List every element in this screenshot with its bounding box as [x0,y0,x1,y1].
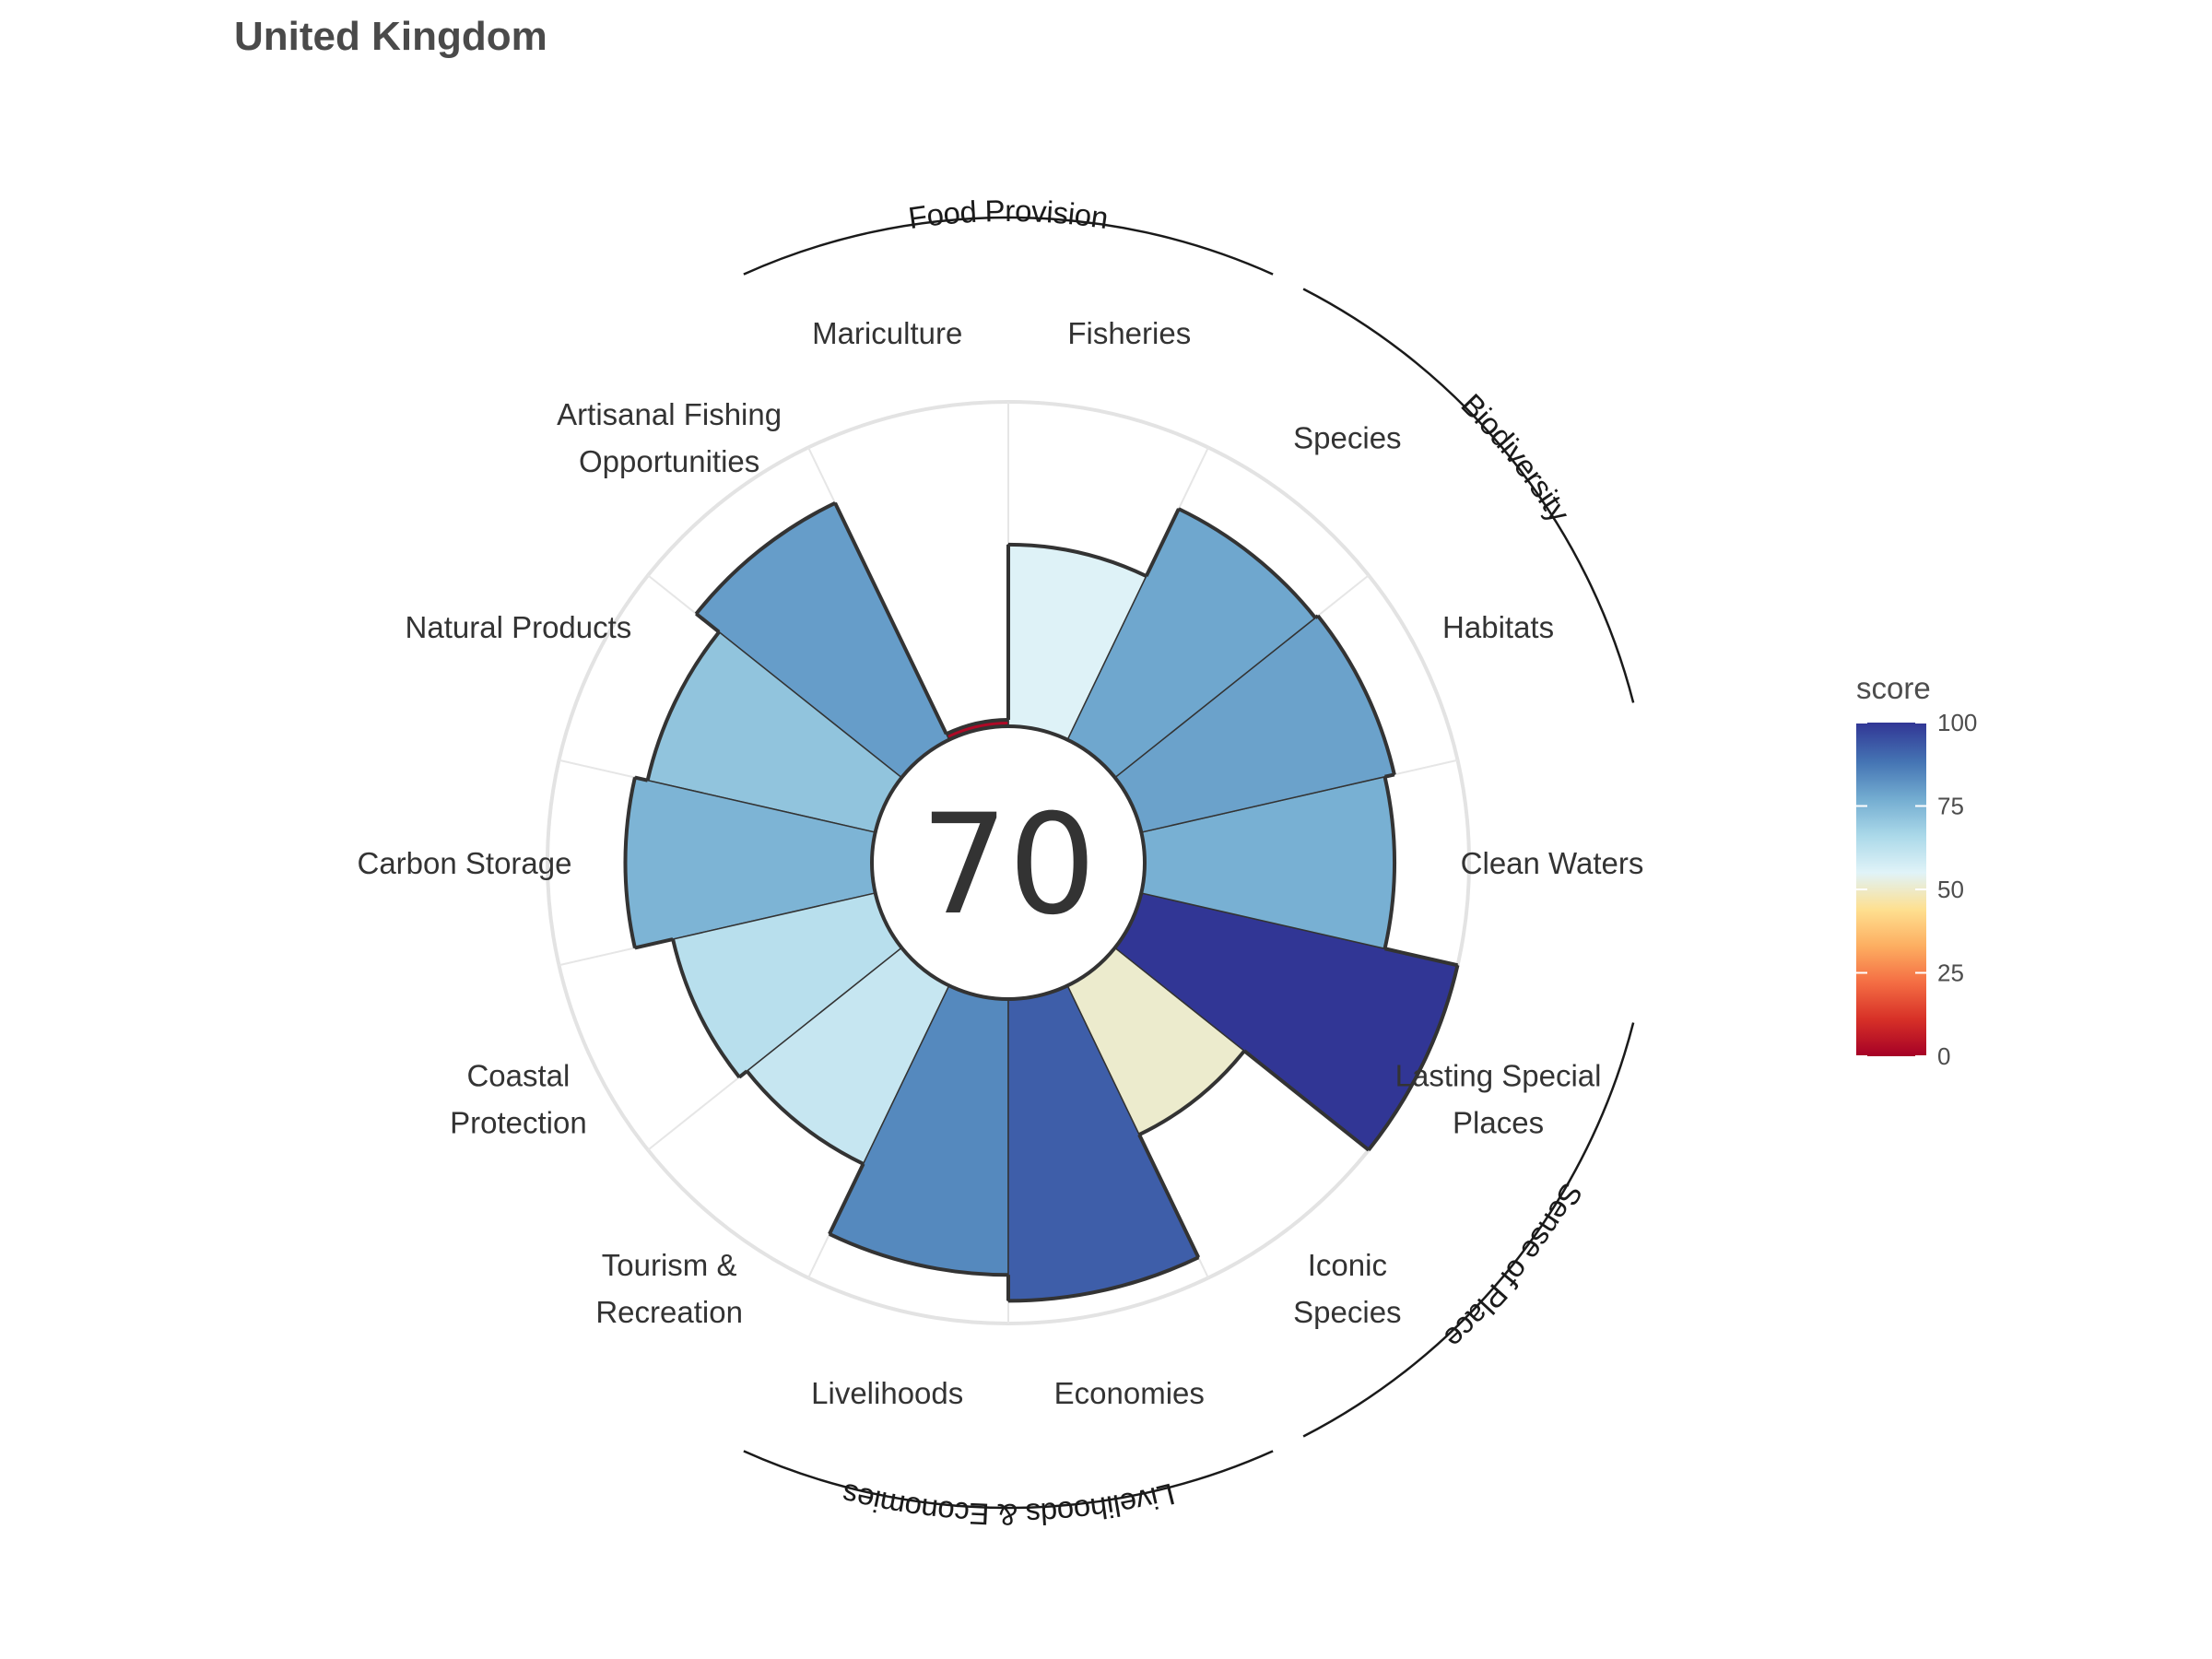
petal-outline [694,500,836,616]
label-mariculture: Mariculture [812,316,962,350]
petal-step [833,501,948,735]
petal-step [695,612,721,634]
label-coastal-protection: Protection [450,1105,587,1139]
petal-outline [1316,614,1396,775]
label-artisanal-fishing-opportunities: Opportunities [579,444,759,478]
petal-outlines [623,500,1460,1303]
legend-title: score [1856,671,1931,705]
legend-tick-label: 50 [1937,876,1964,903]
legend-tick-label: 25 [1937,959,1964,987]
petal-step [1384,947,1458,968]
petal-outline [1007,542,1147,578]
label-tourism-recreation: Tourism & [602,1248,737,1282]
label-livelihoods: Livelihoods [811,1376,963,1410]
petal-outline [829,1232,1009,1277]
chart-title: United Kingdom [234,14,547,59]
overall-score: 70 [921,785,1097,946]
legend-colorbar [1856,723,1926,1056]
petal-step [634,937,674,950]
label-natural-products: Natural Products [406,610,632,644]
label-tourism-recreation: Recreation [595,1295,743,1329]
label-species: Species [1293,421,1401,455]
center-circle [870,724,1147,1001]
petal-outline [1138,1049,1246,1136]
petal-step [737,1069,748,1079]
petal-outline [1178,507,1317,619]
group-label-livelihoods-economies: Livelihoods & Economies [839,1477,1179,1532]
legend-tick-label: 75 [1937,793,1964,820]
label-artisanal-fishing-opportunities: Artisanal Fishing [557,397,782,431]
petal-outline [1007,1255,1200,1303]
label-iconic-species: Species [1293,1295,1401,1329]
petal-step [1144,508,1181,577]
label-clean-waters: Clean Waters [1461,846,1644,880]
group-label-food-provision: Food Provision [906,194,1111,235]
petal-outline [1382,776,1397,949]
group-arc-livelihoods-economies [743,1450,1274,1510]
petal-outline [623,777,637,948]
label-fisheries: Fisheries [1067,316,1191,350]
legend-tick-label: 0 [1937,1042,1950,1070]
label-coastal-protection: Coastal [466,1058,570,1092]
label-economies: Economies [1054,1376,1205,1410]
label-carbon-storage: Carbon Storage [358,846,572,880]
petal-outline [1367,964,1460,1151]
petal-outline [945,717,1009,736]
legend-tick-label: 100 [1937,709,1977,736]
color-legend: score 0 25 50 75 100 [1856,671,1977,1070]
petal-outline [671,938,741,1078]
petal-outline [745,1069,865,1166]
group-arc-sense-of-place [1302,1022,1635,1438]
group-label-sense-of-place: Sense of Place [1438,1177,1590,1356]
label-lasting-special-places: Lasting Special [1395,1058,1602,1092]
group-arc-food-provision [743,216,1274,276]
goal-labels: Fisheries Mariculture Artisanal Fishing Opp… [358,316,1644,1410]
label-habitats: Habitats [1442,610,1554,644]
petal-step [1242,1049,1371,1152]
petal-outline [645,630,721,782]
group-arc-biodiversity [1302,288,1635,703]
group-label-biodiversity: Biodiversity [1454,387,1577,528]
petal-step [634,775,649,782]
label-iconic-species: Iconic [1308,1248,1387,1282]
petal-step [1137,1134,1201,1259]
label-lasting-special-places: Places [1453,1105,1544,1139]
petal-step [828,1162,865,1235]
